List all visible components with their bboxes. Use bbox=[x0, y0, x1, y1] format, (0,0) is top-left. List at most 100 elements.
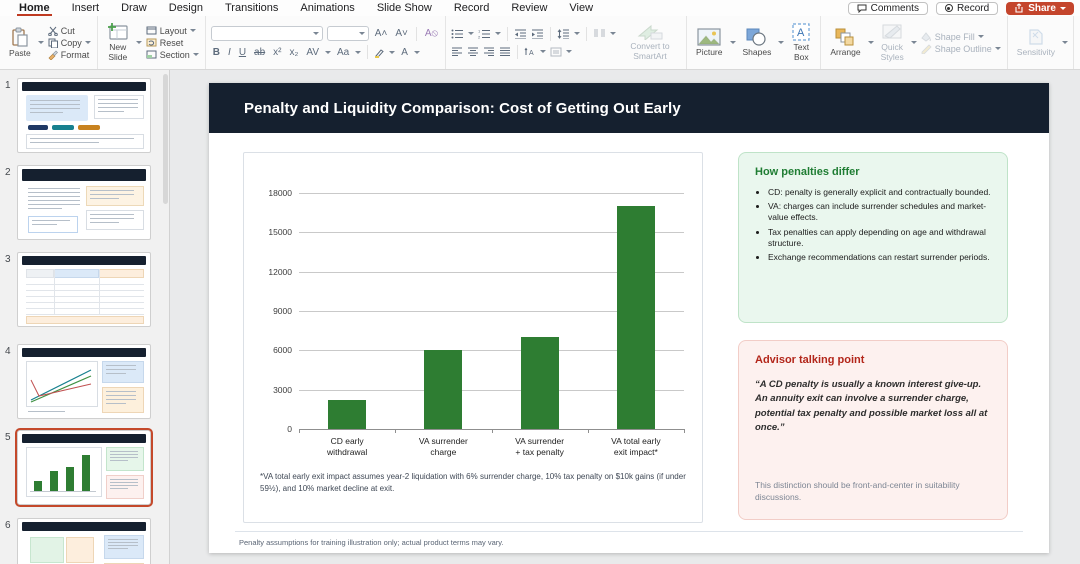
chart-xtick-mark bbox=[491, 429, 493, 433]
menu-tab-draw[interactable]: Draw bbox=[121, 2, 147, 14]
text-direction-icon[interactable]: A bbox=[524, 47, 536, 57]
thumb-shape bbox=[106, 399, 136, 400]
layout-icon bbox=[146, 26, 157, 35]
change-case-button[interactable]: Aa bbox=[337, 46, 350, 58]
layout-button[interactable]: Layout bbox=[145, 26, 200, 36]
slide-thumbnail-2[interactable] bbox=[17, 165, 151, 240]
chart-card[interactable]: *VA total early exit impact assumes year… bbox=[243, 152, 703, 523]
highlight-pen-icon[interactable] bbox=[374, 47, 385, 58]
cut-button[interactable]: Cut bbox=[47, 26, 92, 36]
shapes-button[interactable]: Shapes bbox=[739, 27, 776, 59]
format-button[interactable]: Format bbox=[47, 50, 92, 60]
svg-text:1: 1 bbox=[478, 29, 481, 34]
thumb-shape bbox=[30, 138, 134, 139]
bullet-list-icon[interactable] bbox=[451, 29, 464, 39]
bold-button[interactable]: B bbox=[212, 46, 221, 58]
character-spacing-button[interactable]: AV bbox=[306, 46, 320, 58]
comments-label: Comments bbox=[870, 2, 919, 14]
menu-tab-transitions[interactable]: Transitions bbox=[225, 2, 279, 14]
slide-thumbnail-4[interactable] bbox=[17, 344, 151, 419]
menu-tab-insert[interactable]: Insert bbox=[71, 2, 100, 14]
menu-tab-home[interactable]: Home bbox=[8, 0, 61, 16]
subscript-button[interactable]: x₂ bbox=[289, 46, 299, 58]
underline-button[interactable]: U bbox=[238, 46, 247, 58]
thumbnail-scrollbar[interactable] bbox=[163, 74, 168, 204]
font-color-button[interactable]: A bbox=[401, 46, 408, 58]
increase-indent-icon[interactable] bbox=[531, 29, 544, 39]
penalties-panel[interactable]: How penalties differ CD: penalty is gene… bbox=[738, 152, 1008, 323]
chart-ytick-label: 12000 bbox=[268, 266, 292, 277]
reset-button[interactable]: Reset bbox=[145, 38, 200, 48]
chart-ytick-label: 0 bbox=[287, 424, 292, 434]
line-spacing-icon[interactable] bbox=[557, 28, 570, 39]
shape-outline-button[interactable]: Shape Outline bbox=[920, 44, 1002, 54]
quick-styles-button[interactable]: Quick Styles bbox=[877, 22, 908, 64]
chart-xtick-mark bbox=[684, 429, 685, 433]
shape-fill-button[interactable]: Shape Fill bbox=[920, 32, 1002, 42]
slide-footer[interactable]: Penalty assumptions for training illustr… bbox=[239, 538, 504, 547]
comments-button[interactable]: Comments bbox=[847, 1, 928, 15]
font-size-select[interactable] bbox=[326, 26, 369, 41]
align-center-icon[interactable] bbox=[467, 47, 479, 56]
strikethrough-button[interactable]: ab bbox=[254, 46, 266, 58]
thumb-shape bbox=[22, 522, 146, 531]
slide-title-bar[interactable]: Penalty and Liquidity Comparison: Cost o… bbox=[209, 83, 1049, 133]
justify-icon[interactable] bbox=[499, 47, 511, 56]
slide-thumbnail-6[interactable] bbox=[17, 518, 151, 564]
chart-xtick-mark bbox=[395, 429, 397, 433]
menu-tab-view[interactable]: View bbox=[569, 2, 594, 14]
columns-icon[interactable] bbox=[593, 29, 606, 39]
align-right-icon[interactable] bbox=[483, 47, 495, 56]
menu-tab-design[interactable]: Design bbox=[168, 2, 203, 14]
italic-button[interactable]: I bbox=[228, 46, 231, 58]
penalties-bullet-item: CD: penalty is generally explicit and co… bbox=[768, 187, 991, 198]
menu-tab-review[interactable]: Review bbox=[511, 2, 548, 14]
slide-thumbnail-5[interactable] bbox=[17, 430, 151, 505]
record-button[interactable]: Record bbox=[935, 1, 999, 15]
thumb-shape bbox=[66, 537, 94, 563]
font-name-select[interactable] bbox=[210, 26, 323, 41]
shapes-icon bbox=[746, 28, 766, 46]
new-slide-button[interactable]: New Slide bbox=[103, 22, 133, 64]
thumb-shape bbox=[98, 103, 138, 104]
menu-tab-slide-show[interactable]: Slide Show bbox=[376, 2, 432, 14]
thumb-shape bbox=[99, 269, 144, 278]
align-left-icon[interactable] bbox=[451, 47, 463, 56]
chart-bar bbox=[424, 350, 463, 429]
sensitivity-button[interactable]: Sensitivity bbox=[1013, 27, 1059, 59]
text-box-icon: A bbox=[792, 23, 810, 41]
shrink-font-button[interactable]: A˅ bbox=[395, 28, 408, 39]
share-button[interactable]: Share bbox=[1006, 1, 1074, 15]
copy-button[interactable]: Copy bbox=[47, 38, 92, 48]
picture-button[interactable]: Picture bbox=[692, 27, 726, 59]
align-text-icon[interactable] bbox=[550, 47, 562, 57]
thumb-shape bbox=[30, 142, 99, 143]
arrange-chevron-icon bbox=[867, 41, 874, 44]
menu-tab-record[interactable]: Record bbox=[453, 2, 490, 14]
section-button[interactable]: Section bbox=[145, 50, 200, 60]
superscript-button[interactable]: x² bbox=[273, 46, 282, 58]
clear-formatting-button[interactable]: A⦸ bbox=[424, 28, 439, 39]
chart-xtick-label: VA total early exit impact* bbox=[611, 436, 661, 457]
advisor-panel[interactable]: Advisor talking point “A CD penalty is u… bbox=[738, 340, 1008, 520]
grow-font-button[interactable]: A˄ bbox=[374, 28, 388, 39]
svg-text:2: 2 bbox=[478, 34, 481, 39]
comment-icon bbox=[857, 4, 867, 13]
paste-button[interactable]: Paste bbox=[5, 26, 35, 60]
thumb-shape bbox=[28, 125, 48, 130]
decrease-indent-icon[interactable] bbox=[514, 29, 527, 39]
thumb-shape bbox=[28, 200, 80, 201]
cut-label: Cut bbox=[60, 25, 75, 36]
thumb-shape bbox=[110, 479, 138, 480]
slide-thumbnail-3[interactable] bbox=[17, 252, 151, 327]
thumb-shape bbox=[110, 488, 128, 489]
arrange-button[interactable]: Arrange bbox=[826, 27, 864, 59]
numbered-list-icon[interactable]: 12 bbox=[478, 29, 491, 39]
thumbnail-number: 3 bbox=[5, 254, 11, 265]
text-box-button[interactable]: A Text Box bbox=[787, 22, 815, 64]
slide-thumbnail-1[interactable] bbox=[17, 78, 151, 153]
menu-tab-animations[interactable]: Animations bbox=[300, 2, 355, 14]
thumb-shape bbox=[106, 391, 136, 392]
convert-smartart-button[interactable]: Convert to SmartArt bbox=[619, 23, 681, 63]
